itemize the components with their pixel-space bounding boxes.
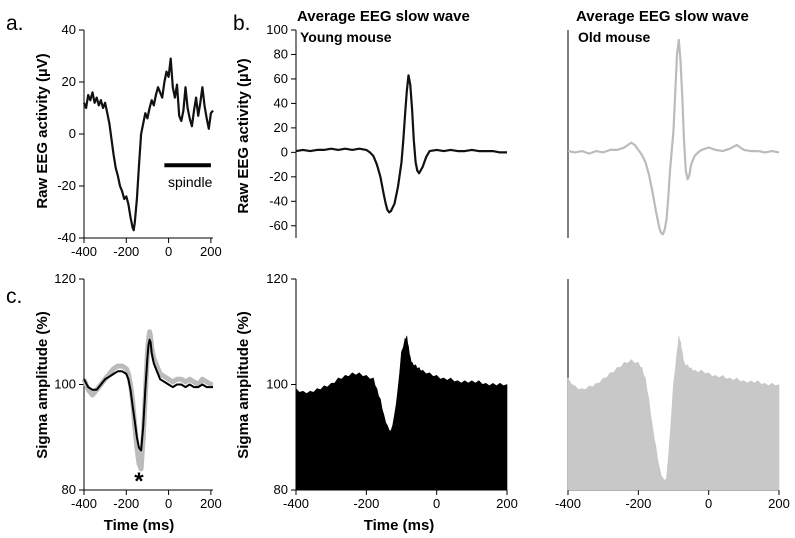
xtick-label-c-young: -200 <box>353 496 379 511</box>
ytick-label-b-young: 20 <box>274 120 288 135</box>
xlabel-c-young: Time (ms) <box>364 517 435 534</box>
ytick-label-a: 20 <box>62 74 76 89</box>
xtick-label-a: 200 <box>200 244 222 259</box>
ytick-label-a: 40 <box>62 22 76 37</box>
area-series-c-old <box>567 335 780 491</box>
ytick-label-c-young: 80 <box>274 482 288 497</box>
ytick-label-b-young: -40 <box>269 193 288 208</box>
xlabel-c: Time (ms) <box>104 517 175 534</box>
ytick-label-b-young: 100 <box>266 22 288 37</box>
ylabel-a: Raw EEG activity (µV) <box>34 53 51 208</box>
xtick-label-a: -400 <box>71 244 97 259</box>
ytick-label-b-young: -20 <box>269 169 288 184</box>
significance-star: * <box>134 468 144 495</box>
ytick-label-c: 120 <box>54 271 76 286</box>
subtitle-young: Young mouse <box>300 29 392 45</box>
area-series-c-young <box>295 335 508 491</box>
line-series-b-old-0 <box>567 38 780 236</box>
ytick-label-a: -40 <box>57 230 76 245</box>
line-series-b-young-0 <box>295 74 507 214</box>
xtick-label-c-old: -200 <box>625 496 651 511</box>
xtick-label-c: -200 <box>113 496 139 511</box>
ytick-label-c-young: 100 <box>266 377 288 392</box>
xtick-label-c: 0 <box>165 496 172 511</box>
xtick-label-c-young: 0 <box>433 496 440 511</box>
panel-label-c: c. <box>6 285 22 308</box>
xtick-label-c-old: 0 <box>705 496 712 511</box>
ytick-label-b-young: 80 <box>274 46 288 61</box>
title-young: Average EEG slow wave <box>297 8 470 25</box>
ytick-label-a: -20 <box>57 178 76 193</box>
panel-label-b: b. <box>233 12 251 35</box>
ytick-label-c-young: 120 <box>266 271 288 286</box>
line-series-a-0 <box>82 57 214 232</box>
ytick-label-b-young: 60 <box>274 71 288 86</box>
ylabel-c: Sigma amplitude (%) <box>34 311 51 459</box>
xtick-label-c-young: -400 <box>283 496 309 511</box>
line-series-c-1 <box>83 338 213 452</box>
subtitle-old: Old mouse <box>578 29 651 45</box>
xtick-label-c: 200 <box>200 496 222 511</box>
title-old: Average EEG slow wave <box>576 8 749 25</box>
ylabel-c-young: Sigma amplitude (%) <box>235 311 252 459</box>
xtick-label-c-old: 200 <box>768 496 790 511</box>
ytick-label-b-young: 40 <box>274 95 288 110</box>
xtick-label-a: 0 <box>165 244 172 259</box>
panel-label-a: a. <box>6 12 24 35</box>
ytick-label-c: 80 <box>62 482 76 497</box>
ytick-label-b-young: 0 <box>281 144 288 159</box>
xtick-label-c: -400 <box>71 496 97 511</box>
ytick-label-c: 100 <box>54 377 76 392</box>
ytick-label-b-young: -60 <box>269 218 288 233</box>
xtick-label-a: -200 <box>113 244 139 259</box>
ylabel-b-young: Raw EEG activity (µV) <box>235 58 252 213</box>
xtick-label-c-young: 200 <box>496 496 518 511</box>
xtick-label-c-old: -400 <box>555 496 581 511</box>
ytick-label-a: 0 <box>69 126 76 141</box>
spindle-label: spindle <box>168 174 213 190</box>
